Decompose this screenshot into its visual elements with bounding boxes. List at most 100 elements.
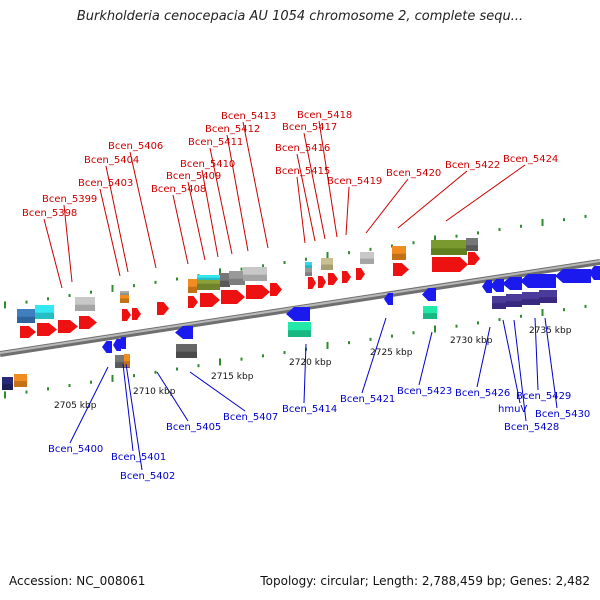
forward-gene-arrow	[468, 252, 480, 265]
label-leader	[122, 363, 134, 452]
reverse-gene-arrow	[502, 277, 522, 290]
forward-gene-label: Bcen_5415	[275, 166, 330, 177]
reverse-gene-label: hmuV	[498, 404, 527, 415]
tick-mark	[111, 374, 114, 382]
tick-mark	[133, 284, 135, 288]
label-leader	[172, 194, 189, 265]
tick-mark	[262, 354, 264, 358]
tick-mark	[47, 297, 49, 301]
tick-mark	[563, 308, 565, 312]
tick-mark	[434, 235, 436, 243]
label-leader	[99, 188, 121, 277]
label-leader	[43, 218, 63, 289]
label-leader	[303, 343, 307, 404]
scale-label: 2725 kbp	[370, 348, 413, 358]
feature-blocks	[2, 238, 600, 390]
label-leader	[318, 120, 338, 238]
reverse-gene-label: Bcen_5429	[516, 391, 571, 402]
tick-mark	[305, 257, 307, 261]
tick-mark	[219, 358, 221, 366]
tick-mark	[25, 300, 28, 304]
reverse-gene-label: Bcen_5421	[340, 394, 395, 405]
scale-label: 2735 kbp	[529, 326, 572, 336]
gene-block-shade	[492, 303, 506, 309]
gene-block-shade	[14, 381, 27, 387]
scale-labels: 2705 kbp 2710 kbp 2715 kbp 2720 kbp 2725 kbp…	[54, 326, 572, 411]
label-leader	[156, 371, 189, 422]
tick-mark	[240, 267, 243, 271]
forward-gene-label: Bcen_5410	[180, 159, 235, 170]
tick-mark	[563, 218, 565, 222]
reverse-gene-arrow	[175, 326, 193, 339]
tick-mark	[412, 241, 415, 245]
tick-mark	[498, 318, 501, 322]
tick-mark	[154, 370, 157, 374]
forward-gene-label: Bcen_5424	[503, 154, 558, 165]
scale-label: 2705 kbp	[54, 401, 97, 411]
label-leader	[513, 319, 527, 422]
tick-mark	[25, 390, 28, 394]
forward-gene-label: Bcen_5417	[282, 122, 337, 133]
gene-block-shade	[305, 272, 312, 276]
forward-gene-label: Bcen_5409	[166, 171, 221, 182]
tick-mark	[520, 314, 522, 318]
tick-mark	[498, 228, 501, 232]
tick-mark	[197, 364, 200, 368]
tick-mark	[90, 380, 92, 384]
tick-mark	[434, 325, 436, 333]
gene-block-shade	[506, 301, 522, 307]
reverse-gene-arrow	[422, 288, 436, 301]
label-leader	[226, 134, 249, 252]
forward-gene-label: Bcen_5413	[221, 111, 276, 122]
reverse-gene-arrow	[118, 337, 126, 349]
gene-block	[305, 262, 312, 268]
gene-block-shade	[176, 351, 197, 358]
tick-mark	[520, 224, 522, 228]
forward-gene-label: Bcen_5412	[205, 124, 260, 135]
gene-block-shade	[120, 293, 129, 295]
label-leader	[209, 147, 233, 255]
tick-mark	[47, 387, 49, 391]
forward-gene-label: Bcen_5419	[327, 176, 382, 187]
forward-gene-arrow	[356, 268, 365, 280]
forward-gene-arrow	[37, 323, 57, 336]
label-leader	[125, 363, 143, 471]
forward-gene-label: Bcen_5411	[188, 137, 243, 148]
label-leaders	[43, 120, 558, 471]
gene-block-shade	[188, 286, 197, 293]
forward-gene-label: Bcen_5404	[84, 155, 139, 166]
label-leader	[361, 317, 387, 394]
label-leader	[544, 317, 558, 409]
gene-block-shade	[522, 299, 540, 305]
tick-mark	[90, 290, 92, 294]
tick-mark	[477, 231, 479, 235]
label-leader	[345, 186, 350, 236]
gene-block-shade	[431, 248, 467, 255]
gene-block-shade	[220, 280, 230, 287]
forward-gene-label: Bcen_5399	[42, 194, 97, 205]
tick-mark	[477, 321, 479, 325]
label-leader	[296, 153, 316, 242]
tick-mark	[326, 341, 329, 349]
label-leader	[445, 164, 526, 222]
tick-mark	[176, 277, 178, 281]
tick-mark	[326, 251, 329, 259]
tick-mark	[412, 331, 415, 335]
gene-block-shade	[321, 264, 333, 270]
reverse-gene-arrow	[555, 269, 591, 283]
gene-block-shade	[197, 277, 220, 280]
tick-mark	[283, 261, 286, 265]
forward-gene-label: Bcen_5416	[275, 143, 330, 154]
gene-block-shade	[229, 278, 245, 285]
tick-mark	[283, 351, 286, 355]
label-leader	[242, 121, 269, 249]
gene-block-shade	[360, 258, 374, 264]
reverse-gene-arrow	[482, 280, 492, 293]
reverse-gene-label: Bcen_5402	[120, 471, 175, 482]
forward-gene-arrow	[79, 316, 97, 329]
tick-mark	[369, 247, 372, 251]
tick-mark	[391, 334, 393, 338]
gene-block	[120, 291, 129, 295]
gene-block-shade	[17, 316, 35, 323]
forward-gene-arrow	[432, 257, 468, 272]
